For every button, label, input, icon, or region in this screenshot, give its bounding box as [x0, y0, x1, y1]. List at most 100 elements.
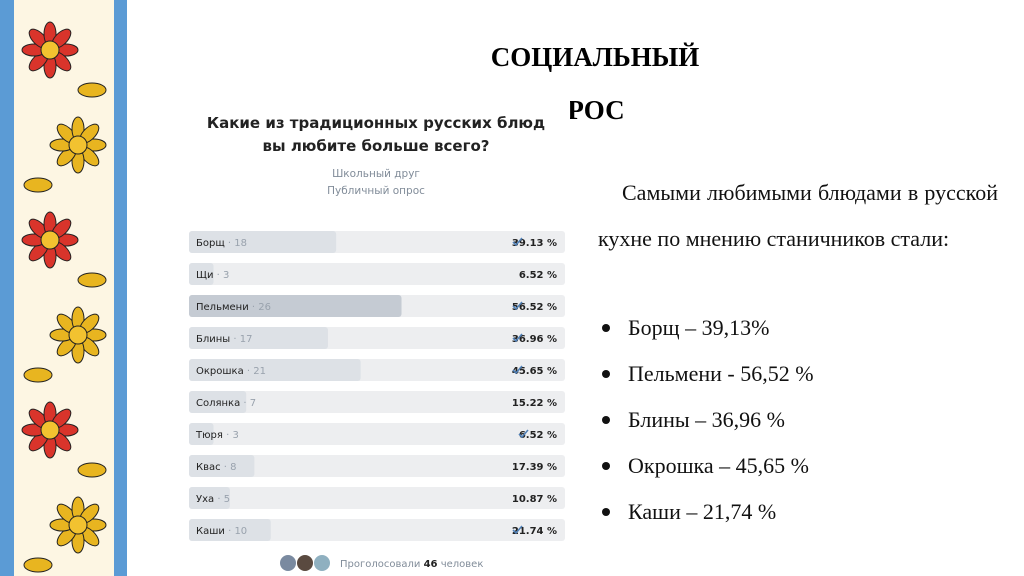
check-icon: [512, 333, 523, 343]
paragraph: Самыми любимыми блюдами в русской кухне …: [598, 180, 998, 251]
option-bar: [189, 487, 230, 509]
option-name: Окрошка: [196, 366, 244, 377]
avatar: [314, 555, 330, 571]
separator: ·: [225, 526, 235, 537]
voted-count: 46: [424, 559, 438, 570]
bullet-text: Каши – 21,74 %: [628, 499, 777, 524]
option-percent: 15.22 %: [512, 398, 557, 409]
bullet-dot: [602, 416, 610, 424]
check-icon: [512, 301, 523, 311]
leaf: [77, 82, 107, 98]
separator: ·: [221, 462, 231, 473]
option-bar: [189, 391, 247, 413]
bullet-item: Каши – 21,74 %: [598, 489, 998, 535]
separator: ·: [244, 366, 254, 377]
bullet-dot: [602, 370, 610, 378]
check-icon: [512, 525, 523, 535]
option-bar: [189, 359, 361, 381]
option-votes: 21: [253, 366, 266, 377]
separator: ·: [240, 398, 250, 409]
option-track: [189, 519, 565, 541]
leaf: [77, 272, 107, 288]
flower-center: [68, 325, 88, 345]
separator: ·: [214, 494, 224, 505]
option-votes: 3: [232, 430, 238, 441]
option-label: Тюря · 3: [195, 430, 239, 441]
option-votes: 7: [250, 398, 256, 409]
option-name: Щи: [196, 270, 213, 281]
option-votes: 17: [240, 334, 253, 345]
option-votes: 5: [224, 494, 230, 505]
option-bar: [189, 423, 214, 445]
option-label: Блины · 17: [196, 334, 252, 345]
poll-question: Какие из традиционных русских блюд: [207, 114, 545, 132]
separator: ·: [249, 302, 259, 313]
option-percent: 56.52 %: [512, 302, 557, 313]
flower-center: [68, 515, 88, 535]
option-name: Каши: [196, 526, 225, 537]
option-percent: 17.39 %: [512, 462, 557, 473]
separator: ·: [230, 334, 240, 345]
option-percent: 39.13 %: [512, 238, 557, 249]
option-label: Окрошка · 21: [196, 366, 266, 377]
option-name: Солянка: [196, 398, 240, 409]
option-name: Квас: [196, 462, 221, 473]
option-votes: 10: [234, 526, 247, 537]
poll-kind: Публичный опрос: [327, 185, 425, 197]
option-bar: [189, 295, 402, 317]
option-label: Каши · 10: [196, 526, 247, 537]
voted-footer: Проголосовали 46 человек: [340, 559, 483, 570]
option-name: Блины: [196, 334, 230, 345]
option-track: [189, 423, 565, 445]
separator: ·: [223, 430, 233, 441]
option-percent: 36.96 %: [512, 334, 557, 345]
bullet-dot: [602, 508, 610, 516]
option-track: [189, 391, 565, 413]
flower-center: [68, 135, 88, 155]
bullet-item: Блины – 36,96 %: [598, 397, 998, 443]
slide-title: СОЦИАЛЬНЫЙ: [491, 42, 700, 72]
option-votes: 26: [258, 302, 271, 313]
option-votes: 3: [223, 270, 229, 281]
option-percent: 6.52 %: [519, 270, 557, 281]
poll-author: Школьный друг: [332, 168, 420, 180]
separator: ·: [225, 238, 235, 249]
option-track: [189, 263, 565, 285]
bullet-text: Окрошка – 45,65 %: [628, 453, 809, 478]
option-votes: 8: [230, 462, 236, 473]
bullet-item: Борщ – 39,13%: [598, 305, 998, 351]
option-label: Щи · 3: [196, 270, 229, 281]
option-bar: [189, 231, 337, 253]
bullet-text: Блины – 36,96 %: [628, 407, 785, 432]
option-bar: [189, 519, 271, 541]
flower-center: [40, 420, 60, 440]
voted-prefix: Проголосовали: [340, 559, 420, 570]
ornament: [21, 21, 107, 573]
check-icon: [518, 429, 529, 439]
avatar: [297, 555, 313, 571]
flower-center: [40, 40, 60, 60]
separator: ·: [213, 270, 223, 281]
leaf: [23, 367, 53, 383]
option-label: Борщ · 18: [196, 238, 247, 249]
option-percent: 6.52 %: [519, 430, 557, 441]
bullet-text: Пельмени - 56,52 %: [628, 361, 814, 386]
check-icon: [512, 237, 523, 247]
option-track: [189, 487, 565, 509]
option-name: Уха: [196, 494, 214, 505]
option-track: [189, 455, 565, 477]
option-name: Тюря: [195, 430, 223, 441]
flower-center: [40, 230, 60, 250]
option-bar: [189, 455, 255, 477]
option-label: Квас · 8: [196, 462, 237, 473]
leaf: [23, 557, 53, 573]
poll-question: вы любите больше всего?: [263, 137, 490, 155]
bullet-item: Пельмени - 56,52 %: [598, 351, 998, 397]
option-percent: 10.87 %: [512, 494, 557, 505]
option-label: Солянка · 7: [196, 398, 256, 409]
leaf: [77, 462, 107, 478]
option-name: Пельмени: [196, 302, 249, 313]
leaf: [23, 177, 53, 193]
